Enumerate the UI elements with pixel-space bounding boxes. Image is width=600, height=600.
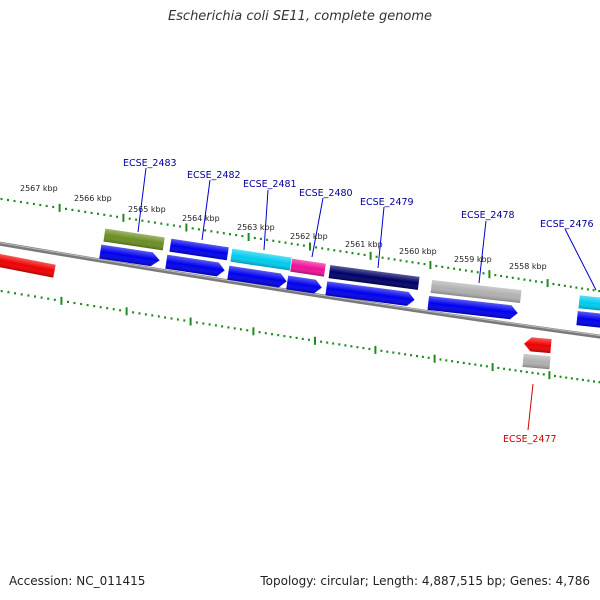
leader-2477 — [527, 383, 534, 431]
genome-title: Escherichia coli SE11, complete genome — [167, 9, 433, 24]
position-label: 2563 kbp — [237, 223, 275, 232]
genome-summary-text: Topology: circular; Length: 4,887,515 bp… — [260, 574, 590, 588]
position-label: 2567 kbp — [20, 184, 58, 193]
position-label: 2561 kbp — [345, 240, 383, 249]
cds-arrow-2478[interactable] — [427, 295, 518, 320]
position-labels: 2567 kbp 2566 kbp 2565 kbp 2564 kbp 2563 kbp… — [20, 184, 547, 271]
leader-2483 — [137, 167, 147, 233]
leader-2476 — [564, 228, 597, 291]
reverse-features — [0, 251, 552, 370]
feature-ecse-2479-navy[interactable] — [328, 265, 420, 290]
gene-labels: ECSE_2483 ECSE_2482 ECSE_2481 ECSE_2480 … — [123, 158, 594, 445]
gene-label-ecse-2482[interactable]: ECSE_2482 — [187, 170, 241, 181]
leader-2478 — [478, 220, 487, 284]
gene-label-ecse-2476[interactable]: ECSE_2476 — [540, 219, 594, 230]
leader-2482 — [201, 179, 211, 241]
inner-tick-ring — [0, 290, 600, 384]
feature-ecse-2477-gray[interactable] — [522, 353, 551, 370]
cds-arrow-2479[interactable] — [325, 281, 415, 306]
outer-tick-ring — [0, 197, 600, 293]
gene-label-ecse-2477[interactable]: ECSE_2477 — [503, 434, 557, 445]
position-label: 2565 kbp — [128, 205, 166, 214]
feature-ecse-2483-olive[interactable] — [103, 228, 165, 251]
position-label: 2566 kbp — [74, 194, 112, 203]
gene-label-ecse-2483[interactable]: ECSE_2483 — [123, 158, 177, 169]
gene-label-ecse-2478[interactable]: ECSE_2478 — [461, 210, 515, 221]
position-label: 2559 kbp — [454, 255, 492, 264]
feature-red-left[interactable] — [0, 251, 56, 278]
feature-ecse-2476-cyan[interactable] — [578, 295, 600, 313]
gene-label-ecse-2479[interactable]: ECSE_2479 — [360, 197, 414, 208]
cds-arrow-2477-reverse[interactable] — [523, 337, 552, 354]
feature-ecse-2478-gray[interactable] — [430, 279, 522, 304]
genome-backbone — [0, 241, 600, 339]
position-label: 2564 kbp — [182, 214, 220, 223]
gene-label-ecse-2481[interactable]: ECSE_2481 — [243, 179, 297, 190]
position-label: 2562 kbp — [290, 232, 328, 241]
position-label: 2558 kbp — [509, 262, 547, 271]
cds-arrow-2482[interactable] — [165, 254, 225, 278]
cds-arrow-2476[interactable] — [576, 311, 600, 330]
leader-2481 — [263, 189, 269, 251]
gene-label-ecse-2480[interactable]: ECSE_2480 — [299, 188, 353, 199]
cds-arrow-2483[interactable] — [99, 244, 160, 268]
feature-ecse-2481-cyan[interactable] — [230, 248, 292, 271]
position-label: 2560 kbp — [399, 247, 437, 256]
feature-ecse-2480-magenta[interactable] — [290, 258, 326, 277]
feature-ecse-2482-blue[interactable] — [169, 238, 229, 261]
leader-2479 — [377, 206, 385, 269]
leader-2480 — [311, 197, 324, 258]
genome-backbone-highlight — [0, 242, 600, 337]
cds-track-forward — [99, 244, 600, 330]
feature-track — [103, 228, 600, 313]
label-leader-lines — [137, 167, 597, 431]
accession-text: Accession: NC_011415 — [9, 574, 146, 588]
cds-arrow-2481[interactable] — [227, 265, 287, 289]
cds-arrow-2480[interactable] — [286, 275, 323, 295]
